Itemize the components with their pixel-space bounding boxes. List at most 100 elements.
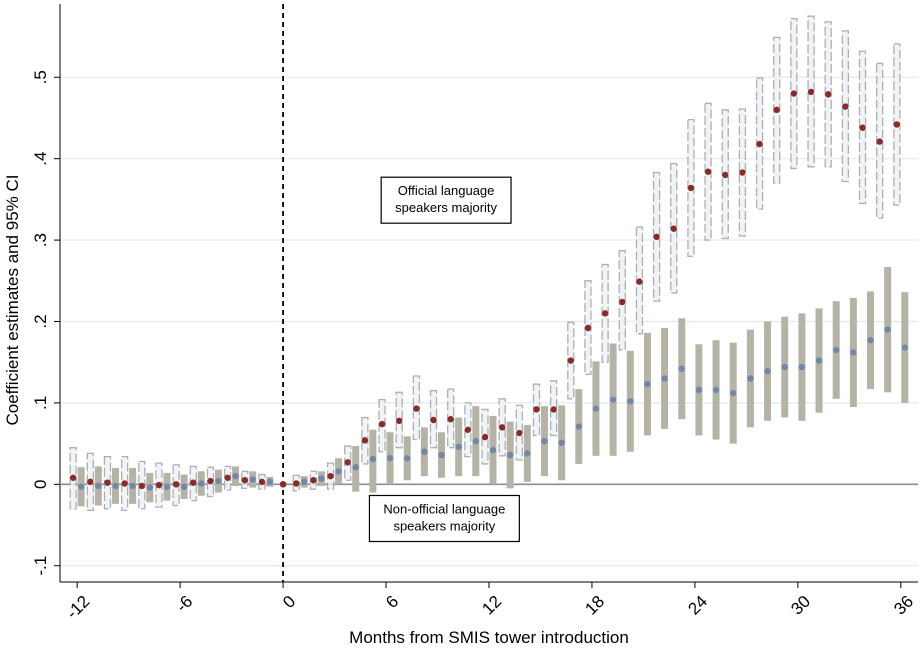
- point-official: [327, 472, 334, 480]
- point-non-official: [198, 480, 205, 487]
- point-official: [516, 429, 523, 437]
- point-non-official: [884, 326, 891, 333]
- point-official: [893, 121, 901, 128]
- point-non-official: [249, 476, 256, 483]
- point-non-official: [232, 472, 239, 480]
- point-non-official: [867, 337, 874, 344]
- point-official: [687, 184, 695, 192]
- y-tick-label: -.1: [31, 556, 50, 576]
- point-official: [876, 138, 883, 145]
- point-non-official: [266, 478, 274, 486]
- x-tick-label: 30: [787, 592, 814, 619]
- gridlines: [60, 76, 918, 567]
- point-official: [722, 171, 729, 179]
- point-official: [207, 477, 214, 485]
- point-non-official: [730, 389, 737, 397]
- annotation-box: [380, 176, 512, 224]
- point-non-official: [455, 443, 462, 451]
- point-non-official: [369, 455, 377, 463]
- x-tick-label: 36: [890, 592, 917, 619]
- point-official: [190, 479, 197, 486]
- point-official: [756, 140, 763, 148]
- point-official: [138, 482, 145, 490]
- point-official: [825, 91, 832, 98]
- point-non-official: [712, 386, 720, 394]
- point-non-official: [661, 375, 668, 382]
- point-official: [601, 310, 609, 317]
- point-non-official: [558, 439, 565, 446]
- point-official: [567, 357, 574, 364]
- point-non-official: [318, 475, 325, 482]
- point-non-official: [180, 483, 188, 490]
- point-official: [790, 90, 798, 97]
- point-non-official: [850, 349, 857, 356]
- y-tick-label: .2: [31, 314, 50, 328]
- x-axis-title: Months from SMIS tower introduction: [349, 628, 629, 647]
- point-official: [430, 416, 437, 424]
- point-official: [241, 477, 248, 484]
- point-official: [172, 481, 180, 488]
- point-official: [447, 415, 454, 423]
- point-official: [739, 169, 746, 176]
- y-tick-label: .1: [31, 396, 50, 410]
- point-official: [533, 406, 540, 413]
- x-tick-label: 0: [279, 592, 299, 612]
- point-non-official: [404, 455, 411, 462]
- point-official: [155, 481, 163, 489]
- point-official: [224, 474, 231, 481]
- y-axis-title: Coefficient estimates and 95% CI: [3, 174, 22, 425]
- x-tick-label: -6: [172, 592, 196, 616]
- point-non-official: [541, 437, 548, 445]
- axes: [54, 4, 918, 588]
- point-non-official: [609, 396, 617, 403]
- point-non-official: [352, 464, 359, 471]
- point-non-official: [678, 365, 685, 372]
- point-non-official: [798, 363, 806, 371]
- point-non-official: [489, 446, 497, 454]
- point-official: [121, 480, 128, 487]
- x-tick-label: 6: [382, 592, 402, 612]
- x-tick-label: 12: [478, 592, 505, 619]
- point-non-official: [592, 405, 600, 412]
- point-official: [464, 426, 472, 433]
- x-tick-label: -12: [63, 592, 94, 623]
- point-non-official: [301, 478, 308, 486]
- point-official: [87, 478, 94, 486]
- point-non-official: [815, 357, 823, 364]
- point-official: [396, 417, 403, 425]
- point-non-official: [575, 423, 582, 430]
- point-non-official: [524, 450, 531, 457]
- point-non-official: [335, 468, 342, 475]
- point-official: [550, 406, 557, 413]
- annotation-line: speakers majority: [393, 518, 495, 533]
- point-official: [69, 474, 77, 481]
- point-non-official: [438, 451, 445, 459]
- point-official: [378, 420, 386, 428]
- point-estimates: [69, 88, 909, 491]
- point-non-official: [833, 346, 840, 354]
- point-non-official: [163, 483, 171, 490]
- point-non-official: [627, 398, 634, 405]
- annotation-line: Official language: [398, 183, 495, 198]
- x-tick-label: 24: [684, 592, 711, 619]
- point-non-official: [77, 483, 85, 490]
- annotation-line: Non-official language: [383, 501, 505, 516]
- point-non-official: [781, 363, 788, 371]
- point-official: [104, 479, 111, 486]
- point-official: [704, 168, 712, 175]
- point-non-official: [472, 437, 480, 445]
- annotation-official: Official language speakers majority: [380, 176, 512, 224]
- point-non-official: [215, 477, 222, 485]
- point-non-official: [747, 375, 754, 382]
- point-official: [670, 225, 677, 232]
- point-official: [807, 88, 815, 96]
- point-non-official: [421, 448, 428, 455]
- point-official: [279, 481, 287, 488]
- point-non-official: [695, 386, 703, 394]
- point-non-official: [901, 344, 909, 351]
- point-official: [773, 106, 780, 114]
- point-official: [344, 459, 351, 466]
- point-non-official: [644, 380, 651, 388]
- point-official: [310, 477, 317, 484]
